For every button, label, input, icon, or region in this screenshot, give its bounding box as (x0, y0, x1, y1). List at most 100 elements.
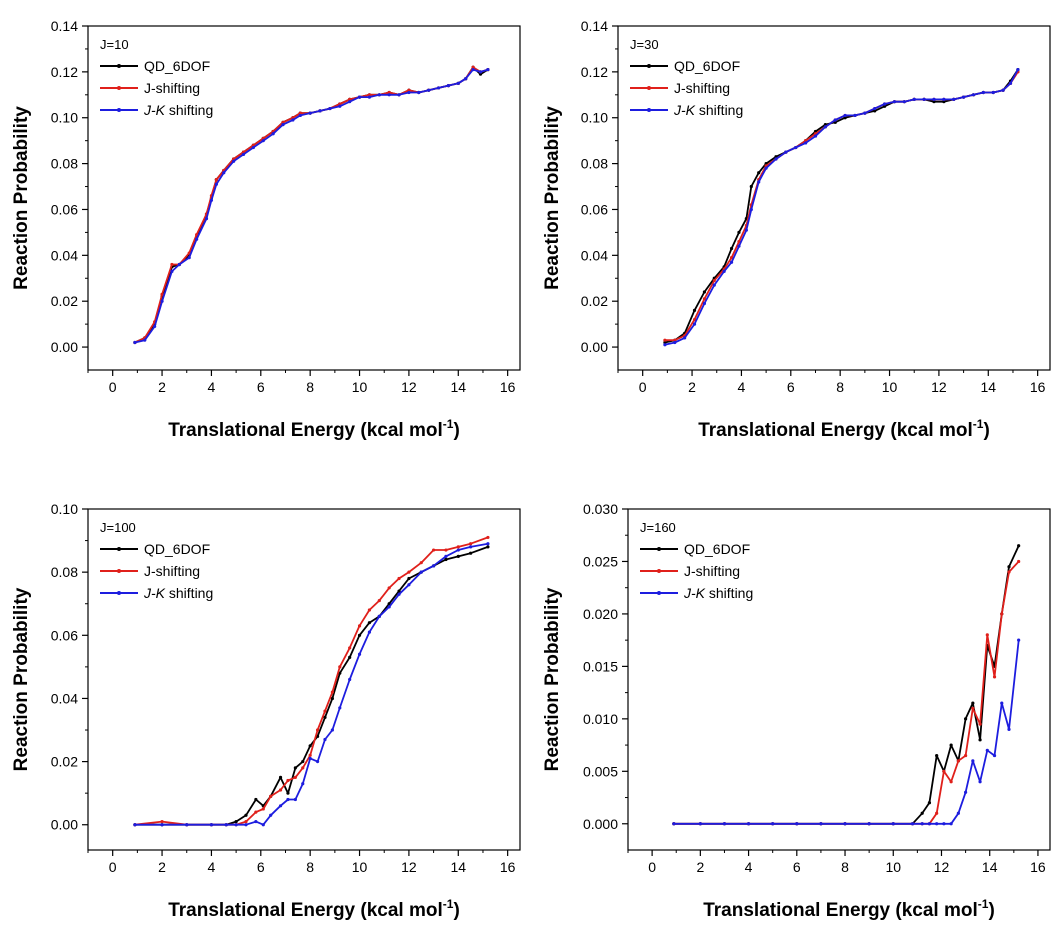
data-point (978, 722, 982, 726)
data-point (486, 545, 490, 549)
data-point (232, 159, 236, 163)
x-tick-label: 14 (982, 859, 998, 875)
data-point (971, 759, 975, 763)
data-point (269, 813, 273, 817)
data-point (387, 586, 391, 590)
data-point (407, 576, 411, 581)
data-point (209, 823, 214, 827)
panel-annotation: J=30 (630, 37, 659, 52)
data-point (456, 81, 460, 85)
legend-marker (117, 569, 121, 573)
x-tick-label: 2 (688, 379, 696, 395)
legend-entry: J-K shifting (143, 585, 213, 601)
data-point (301, 782, 305, 786)
data-point (261, 807, 265, 811)
x-tick-label: 0 (639, 379, 647, 395)
y-tick-label: 0.015 (583, 658, 618, 674)
data-point (444, 548, 448, 552)
data-point (367, 608, 372, 612)
x-tick-label: 10 (885, 859, 901, 875)
data-point (298, 111, 302, 115)
data-point (387, 93, 391, 97)
data-point (436, 86, 441, 90)
data-point (469, 545, 473, 549)
data-point (170, 269, 174, 273)
legend-entry: QD_6DOF (144, 58, 210, 74)
data-point (315, 728, 320, 732)
data-point (195, 237, 199, 241)
data-point (234, 823, 238, 827)
legend-marker (117, 86, 121, 90)
data-point (308, 111, 312, 115)
data-point (935, 822, 939, 826)
x-tick-label: 8 (841, 859, 849, 875)
data-point (261, 823, 265, 827)
data-point (323, 715, 327, 719)
legend-entry: J-shifting (144, 563, 200, 579)
data-point (187, 256, 191, 260)
data-point (486, 542, 490, 546)
x-tick-label: 10 (352, 859, 368, 875)
data-point (456, 548, 460, 552)
data-point (367, 93, 372, 97)
data-point (873, 109, 877, 113)
y-tick-label: 0.14 (581, 18, 608, 34)
y-tick-label: 0.10 (51, 501, 78, 517)
x-axis-title: Translational Energy (kcal mol-1) (698, 417, 990, 441)
data-point (427, 88, 431, 92)
data-point (912, 97, 916, 101)
data-point (432, 564, 436, 568)
data-point (737, 239, 741, 244)
x-tick-label: 4 (208, 859, 216, 875)
data-point (471, 65, 475, 69)
x-tick-label: 8 (306, 379, 314, 395)
y-tick-label: 0.06 (51, 627, 78, 643)
data-point (338, 665, 342, 669)
data-point (673, 338, 677, 342)
data-point (883, 102, 887, 106)
x-tick-label: 12 (931, 379, 947, 395)
y-tick-label: 0.12 (51, 64, 78, 80)
data-point (133, 340, 137, 345)
series-line (134, 542, 489, 826)
data-point (992, 753, 997, 758)
data-point (949, 743, 953, 747)
data-point (764, 166, 768, 170)
data-point (985, 633, 989, 637)
data-point (269, 794, 273, 798)
data-point (323, 737, 327, 742)
data-point (469, 542, 473, 546)
y-tick-label: 0.005 (583, 763, 618, 779)
series-line (134, 536, 489, 826)
y-tick-label: 0.00 (581, 339, 608, 355)
data-point (133, 823, 137, 827)
legend-marker (117, 64, 121, 68)
data-point (902, 100, 906, 104)
data-point (234, 819, 238, 824)
legend-entry: J-K shifting (683, 585, 753, 601)
x-tick-label: 14 (450, 859, 466, 875)
y-tick-label: 0.04 (51, 247, 78, 263)
data-point (813, 134, 818, 138)
x-tick-label: 2 (158, 859, 166, 875)
y-tick-label: 0.025 (583, 553, 618, 569)
data-point (222, 171, 226, 175)
legend-marker (117, 547, 121, 551)
y-tick-label: 0.08 (51, 564, 78, 580)
x-tick-label: 16 (500, 859, 516, 875)
data-point (357, 652, 362, 656)
data-point (683, 336, 687, 340)
data-point (920, 811, 924, 815)
x-axis-title: Translational Energy (kcal mol-1) (168, 897, 460, 921)
legend-entry: J-shifting (684, 563, 740, 579)
data-point (932, 97, 936, 101)
data-point (1001, 88, 1005, 92)
data-point (672, 822, 676, 826)
y-tick-label: 0.010 (583, 711, 618, 727)
data-point (323, 709, 327, 713)
data-point (338, 706, 342, 710)
data-point (922, 97, 926, 101)
data-point (397, 592, 401, 596)
x-tick-label: 14 (980, 379, 996, 395)
panel-annotation: J=100 (100, 520, 136, 535)
